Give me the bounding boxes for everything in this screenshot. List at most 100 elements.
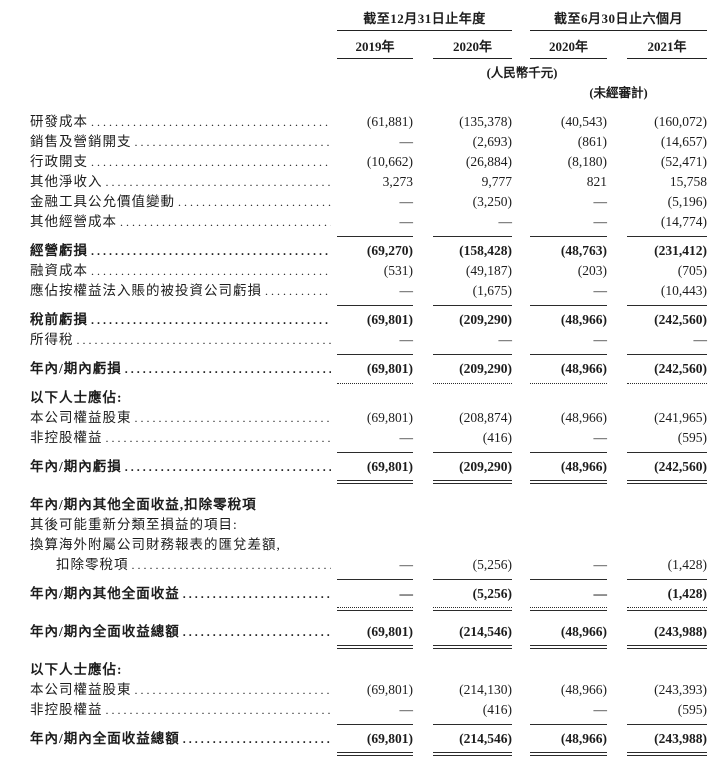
row-label-cell: 換算海外附屬公司財務報表的匯兌差額, xyxy=(30,535,707,555)
row-label: 以下人士應佔: xyxy=(30,390,123,405)
row-label-cell: 研發成本 xyxy=(30,112,337,132)
rule-line xyxy=(530,354,607,355)
value-cell: (1,428) xyxy=(667,557,707,572)
rule-line xyxy=(627,579,707,580)
value-cell: — xyxy=(399,332,414,347)
value-cell: (10,662) xyxy=(366,154,413,169)
table-row: 年內/期內虧損 (69,801) (209,290) (48,966) (242,560… xyxy=(30,457,707,477)
leader-dots xyxy=(183,622,331,642)
value-cell: (10,443) xyxy=(660,283,707,298)
period-group-six-months: 截至6月30日止六個月 xyxy=(530,8,707,31)
rule-line xyxy=(337,644,413,649)
leader-dots xyxy=(77,330,332,350)
table-row: 行政開支 (10,662) (26,884) (8,180) (52,471) xyxy=(30,152,707,172)
rule-row xyxy=(30,301,707,310)
value-cell: (214,546) xyxy=(459,624,512,639)
table-row: 以下人士應佔: xyxy=(30,660,707,680)
leader-dots xyxy=(91,261,331,281)
rule-line xyxy=(433,606,512,611)
table-row: 經營虧損 (69,270) (158,428) (48,763) (231,412) xyxy=(30,241,707,261)
value-cell: — xyxy=(399,214,414,229)
rule-line xyxy=(627,354,707,355)
row-label-cell: 年內/期內虧損 xyxy=(30,457,337,477)
rule-line xyxy=(627,479,707,484)
value-cell: (705) xyxy=(677,263,707,278)
value-cell: (5,256) xyxy=(472,557,512,572)
row-label: 稅前虧損 xyxy=(30,312,88,327)
rule-line xyxy=(627,724,707,725)
row-label-cell: 應佔按權益法入賬的被投資公司虧損 xyxy=(30,281,337,301)
rule-line xyxy=(530,479,607,484)
rule-line xyxy=(433,479,512,484)
header-spacer xyxy=(30,36,337,59)
row-label-cell: 以下人士應佔: xyxy=(30,660,707,680)
value-cell: — xyxy=(498,332,513,347)
leader-dots xyxy=(183,584,331,604)
table-row: 應佔按權益法入賬的被投資公司虧損 — (1,675) — (10,443) xyxy=(30,281,707,301)
rule-line xyxy=(433,354,512,355)
value-cell: (69,801) xyxy=(366,361,413,376)
row-label-cell: 年內/期內全面收益總額 xyxy=(30,729,337,749)
value-cell: (5,196) xyxy=(667,194,707,209)
rule-line xyxy=(627,644,707,649)
value-cell: (14,774) xyxy=(660,214,707,229)
row-label-cell: 行政開支 xyxy=(30,152,337,172)
rule-line xyxy=(530,383,607,384)
rule-row xyxy=(30,720,707,729)
column-header-2020: 2020年 xyxy=(433,36,512,59)
value-cell: (69,801) xyxy=(366,682,413,697)
rule-line xyxy=(337,479,413,484)
row-label: 其他淨收入 xyxy=(30,174,103,189)
row-label-cell: 其後可能重新分類至損益的項目: xyxy=(30,515,707,535)
value-cell: (416) xyxy=(482,702,512,717)
row-label-cell: 年內/期內其他全面收益,扣除零稅項 xyxy=(30,495,707,515)
row-label-cell: 本公司權益股東 xyxy=(30,408,337,428)
value-cell: (595) xyxy=(677,430,707,445)
rule-line xyxy=(433,724,512,725)
leader-dots xyxy=(178,192,331,212)
table-row: 以下人士應佔: xyxy=(30,388,707,408)
rule-line xyxy=(337,579,413,580)
value-cell: 9,777 xyxy=(481,174,512,189)
row-label: 金融工具公允價值變動 xyxy=(30,194,175,209)
row-label-cell: 稅前虧損 xyxy=(30,310,337,330)
table-row: 年內/期內虧損 (69,801) (209,290) (48,966) (242,560… xyxy=(30,359,707,379)
table-row: 本公司權益股東 (69,801) (214,130) (48,966) (243,393… xyxy=(30,680,707,700)
value-cell: (52,471) xyxy=(660,154,707,169)
leader-dots xyxy=(135,132,332,152)
table-row: 本公司權益股東 (69,801) (208,874) (48,966) (241,965… xyxy=(30,408,707,428)
value-cell: — xyxy=(593,214,608,229)
value-cell: (14,657) xyxy=(660,134,707,149)
rule-line xyxy=(433,644,512,649)
rule-line xyxy=(530,606,607,611)
rule-line xyxy=(337,606,413,611)
row-label-cell: 銷售及營銷開支 xyxy=(30,132,337,152)
rule-row xyxy=(30,350,707,359)
rule-line xyxy=(530,305,607,306)
column-header-2021-interim: 2021年 xyxy=(627,36,707,59)
table-row: 研發成本 (61,881) (135,378) (40,543) (160,072) xyxy=(30,112,707,132)
row-label: 本公司權益股東 xyxy=(30,682,132,697)
value-cell: 15,758 xyxy=(669,174,707,189)
table-row: 年內/期內其他全面收益,扣除零稅項 xyxy=(30,495,707,515)
row-label-cell: 其他淨收入 xyxy=(30,172,337,192)
leader-dots xyxy=(120,212,331,232)
table-row: 其他淨收入 3,273 9,777 821 15,758 xyxy=(30,172,707,192)
value-cell: (48,966) xyxy=(560,361,607,376)
value-cell: (1,428) xyxy=(667,586,707,601)
rule-line xyxy=(627,383,707,384)
rule-line xyxy=(530,452,607,453)
value-cell: (160,072) xyxy=(654,114,707,129)
rule-line xyxy=(433,305,512,306)
table-row: 年內/期內其他全面收益 — (5,256) — (1,428) xyxy=(30,584,707,604)
value-cell: (49,187) xyxy=(465,263,512,278)
rule-line xyxy=(337,751,413,756)
value-cell: — xyxy=(399,194,414,209)
rule-line xyxy=(433,452,512,453)
value-cell: (69,801) xyxy=(366,410,413,425)
rule-line xyxy=(627,305,707,306)
leader-dots xyxy=(125,457,331,477)
table-row: 其他經營成本 — — — (14,774) xyxy=(30,212,707,232)
value-cell: (861) xyxy=(577,134,607,149)
rule-line xyxy=(530,644,607,649)
